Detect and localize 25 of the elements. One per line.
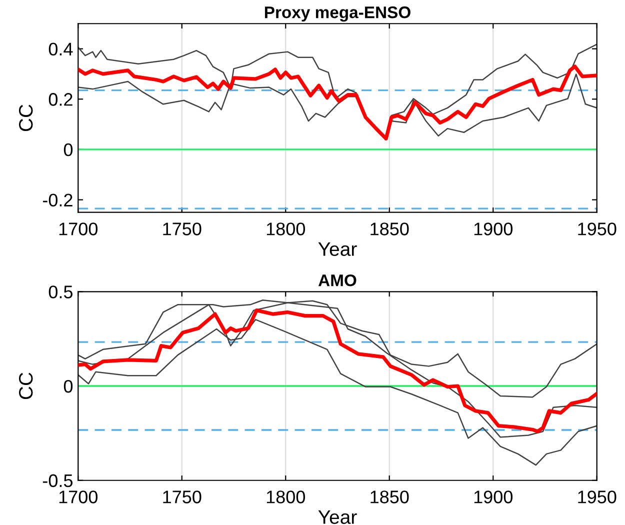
y-tick-label: 0	[64, 143, 73, 156]
x-tick-label: 1750	[163, 222, 202, 236]
x-tick-label: 1700	[59, 490, 98, 504]
x-tick-label: 1900	[474, 490, 513, 504]
y-tick-label: 0	[64, 380, 73, 393]
x-tick-label: 1850	[370, 490, 409, 504]
y-axis-title: CC	[18, 104, 33, 132]
x-tick-label: 1850	[370, 222, 409, 236]
y-tick-label: -0.2	[42, 194, 72, 206]
y-tick-label: 0.2	[48, 93, 72, 106]
x-axis-title: Year	[318, 242, 357, 256]
y-axis-title: CC	[18, 372, 33, 400]
x-tick-label: 1700	[59, 222, 98, 236]
x-tick-label: 1750	[163, 490, 202, 504]
y-tick-label: 0.4	[48, 42, 73, 56]
x-tick-label: 1950	[578, 490, 616, 504]
x-tick-label: 1950	[578, 222, 616, 236]
chart-title: Proxy mega-ENSO	[264, 6, 410, 22]
y-tick-label: -0.5	[42, 474, 73, 488]
x-tick-label: 1800	[266, 222, 306, 236]
x-axis-title: Year	[318, 510, 357, 524]
x-tick-label: 1800	[266, 490, 306, 504]
y-tick-label: 0.5	[48, 286, 73, 298]
x-tick-label: 1900	[474, 222, 513, 236]
chart-title: AMO	[318, 274, 356, 286]
